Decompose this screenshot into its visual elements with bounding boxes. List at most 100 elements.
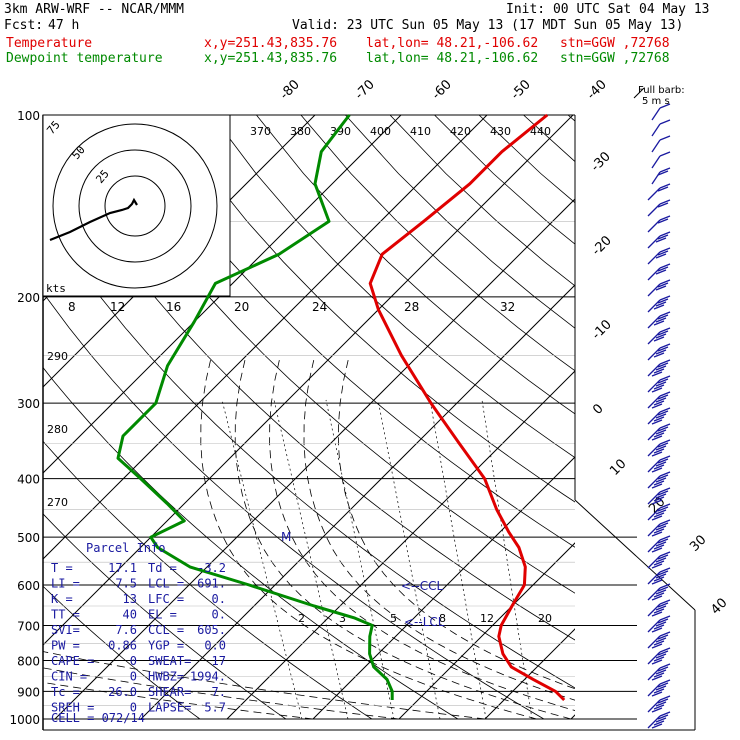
wind-barb-flag — [655, 333, 667, 339]
wind-barb-flag — [659, 327, 671, 333]
wind-barb-shaft — [647, 683, 661, 697]
wind-barb-flag — [657, 346, 669, 352]
wind-barb-shaft — [647, 251, 661, 265]
wind-barb-flag — [659, 439, 671, 445]
wind-barb-flag — [651, 723, 663, 729]
mixing-ratio-label: 20 — [234, 300, 249, 314]
wind-barb-shaft — [647, 363, 661, 377]
isotherm-label: -30 — [588, 149, 614, 175]
level-marker-lcl: <--LCL — [404, 615, 445, 629]
wind-barb-shaft — [647, 219, 661, 233]
isotherm-label: 10 — [607, 457, 629, 479]
wind-barb-flag — [657, 602, 669, 608]
wind-barb-flag — [651, 627, 663, 633]
wind-barb-flag — [659, 599, 671, 605]
parcel-param-name: SWEAT= — [148, 654, 191, 668]
wind-barb-shaft — [647, 347, 661, 361]
wind-barb-flag — [657, 506, 669, 512]
wind-barb-flag — [653, 432, 665, 438]
wind-barb-flag — [657, 362, 669, 368]
wind-barb-flag — [655, 573, 667, 579]
wind-barb-flag — [653, 576, 665, 582]
wind-barb-flag — [657, 554, 669, 560]
isotherm-label: 0 — [590, 401, 606, 417]
wind-barb-flag — [659, 487, 671, 493]
wind-barb-shaft — [651, 171, 661, 185]
mixing-ratio-lower-label: 5 — [390, 612, 397, 625]
wind-barb-flag — [651, 515, 663, 521]
wind-barb-flag — [659, 343, 671, 349]
wind-barb-flag — [651, 451, 663, 457]
wind-barb-shaft — [647, 331, 661, 345]
wind-barb-flag — [659, 519, 671, 525]
wind-barb-flag — [657, 490, 669, 496]
wind-barb-flag — [659, 119, 671, 125]
wind-barb-shaft — [647, 443, 661, 457]
parcel-param-name: LCL = — [148, 577, 184, 591]
parcel-param-name: SREH = — [51, 701, 94, 715]
wind-barb-flag — [653, 688, 665, 694]
wind-barb-flag — [659, 631, 671, 637]
mixing-ratio-lower-label: 12 — [480, 612, 494, 625]
wind-barb-shaft — [647, 267, 661, 281]
theta-label: 420 — [450, 125, 471, 138]
wind-barb-flag — [657, 666, 669, 672]
mixing-ratio-labels: 8 12 16 20 24 28 32 2 3 5 8 12 20 — [68, 300, 552, 625]
isotherm-line — [43, 115, 574, 646]
wind-barb-flag — [653, 448, 665, 454]
wind-barb-flag — [659, 551, 671, 557]
wind-barb-flag — [651, 435, 663, 441]
moist-adiabat — [269, 355, 575, 712]
pressure-tick-label: 600 — [17, 579, 40, 593]
mixing-ratio-label: 24 — [312, 300, 327, 314]
wind-barb-flag — [653, 304, 665, 310]
parcel-param-name: LFC = — [148, 592, 184, 606]
parcel-param-name: HWBZ= — [148, 670, 184, 684]
parcel-param-value: 0 — [130, 670, 137, 684]
parcel-param-value: 605. — [197, 623, 226, 637]
moist-adiabat — [43, 651, 486, 720]
wind-barb-flag — [655, 461, 667, 467]
wind-barb-flag — [653, 656, 665, 662]
dewpoint-legend-latlon: lat,lon= 48.21,-106.62 — [366, 51, 539, 66]
moist-adiabat — [234, 355, 572, 720]
parcel-param-value: -3.2 — [197, 561, 226, 575]
wind-barb-flag — [655, 525, 667, 531]
parcel-param-value: 0. — [212, 592, 226, 606]
wind-barb-flag — [657, 682, 669, 688]
wind-barb-flag — [653, 528, 665, 534]
barb-legend-value: 5 m s — [642, 96, 670, 107]
wind-barb-flag — [657, 538, 669, 544]
wind-barb-flag — [651, 531, 663, 537]
wind-barb-flag — [659, 679, 671, 685]
wind-barb-flag — [657, 586, 669, 592]
pressure-tick-label: 1000 — [9, 713, 40, 727]
wind-barb-shaft — [647, 603, 661, 617]
wind-barb-shaft — [647, 571, 661, 585]
wind-barb-shaft — [647, 715, 661, 729]
isotherm-line — [226, 370, 575, 720]
pressure-tick-label: 900 — [17, 685, 40, 699]
level-marker-ccl: <--CCL — [401, 579, 443, 593]
wind-barb-flag — [651, 499, 663, 505]
wind-barb-shaft — [651, 107, 661, 121]
wind-barb-flag — [655, 589, 667, 595]
wind-barb-flag — [659, 471, 671, 477]
wind-barb-flag — [657, 250, 669, 256]
mixing-ratio-label: 28 — [404, 300, 419, 314]
wind-barb-flag — [651, 403, 663, 409]
parcel-param-value: 40 — [123, 608, 137, 622]
barb-legend-title: Full barb: — [638, 85, 685, 96]
wind-barb-flag — [659, 503, 671, 509]
mixing-ratio-line — [429, 399, 487, 720]
mixing-ratio-line — [273, 399, 349, 720]
wind-barb-flag — [657, 186, 669, 192]
wind-barb-flag — [657, 314, 669, 320]
wind-barb-flag — [659, 423, 671, 429]
wind-barb-shaft — [647, 283, 661, 297]
hodograph: 25 50 75 kts — [42, 114, 231, 297]
wind-barb-flag — [657, 474, 669, 480]
wind-barb-flag — [653, 496, 665, 502]
barb-legend-symbol — [633, 87, 645, 99]
